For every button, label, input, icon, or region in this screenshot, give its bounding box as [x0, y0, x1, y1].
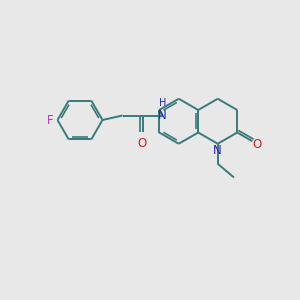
Text: H: H [159, 98, 166, 108]
Text: O: O [253, 137, 262, 151]
Text: F: F [46, 113, 53, 127]
Text: N: N [213, 144, 222, 157]
Text: N: N [158, 109, 167, 122]
Text: O: O [138, 137, 147, 150]
